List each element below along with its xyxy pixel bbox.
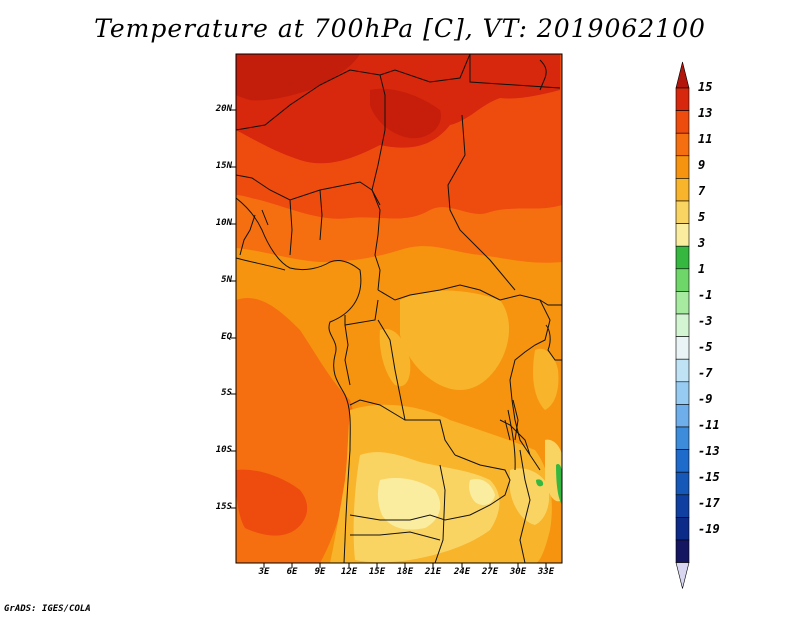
x-tick-label: 21E (424, 567, 442, 577)
colorbar-label: -3 (698, 314, 713, 328)
colorbar-label: -7 (698, 366, 713, 380)
colorbar-top-arrow (675, 61, 690, 89)
colorbar-swatch (675, 381, 690, 405)
x-tick-label: 27E (481, 567, 499, 577)
colorbar-label: -9 (698, 392, 713, 406)
y-tick-label: 20N (215, 104, 232, 114)
colorbar-swatch (675, 471, 690, 496)
y-tick-label: 15N (215, 161, 232, 171)
colorbar-swatch (675, 132, 690, 157)
x-tick-label: 3E (258, 567, 270, 577)
colorbar-label: -1 (698, 288, 713, 302)
colorbar-label: -13 (698, 444, 720, 458)
colorbar-swatch (675, 404, 690, 428)
colorbar-label: 11 (698, 132, 713, 146)
colorbar-swatch (675, 517, 690, 541)
colorbar-label: 13 (698, 106, 713, 120)
colorbar-label: 9 (698, 158, 706, 172)
country-borders (236, 54, 562, 563)
colorbar-swatch (675, 539, 690, 563)
colorbar-swatch (675, 155, 690, 179)
y-axis-ticks (231, 109, 236, 509)
x-tick-label: 30E (509, 567, 527, 577)
colorbar-swatch (675, 110, 690, 134)
colorbar (675, 61, 690, 589)
x-tick-label: 12E (340, 567, 358, 577)
y-tick-label: 10N (215, 218, 232, 228)
colorbar-swatch (675, 245, 690, 270)
colorbar-bottom-arrow (675, 562, 690, 589)
x-tick-label: 15E (368, 567, 386, 577)
x-axis-ticks (263, 563, 547, 568)
colorbar-label: -5 (698, 340, 713, 354)
colorbar-swatch (675, 358, 690, 383)
colorbar-swatch (675, 268, 690, 292)
colorbar-swatch (675, 336, 690, 360)
colorbar-swatch (675, 200, 690, 224)
y-tick-label: 15S (215, 502, 232, 512)
colorbar-label: 1 (698, 262, 706, 276)
colorbar-swatch (675, 494, 690, 518)
colorbar-swatch (675, 178, 690, 202)
colorbar-label: 15 (698, 80, 713, 94)
colorbar-swatch (675, 291, 690, 315)
x-tick-label: 18E (396, 567, 414, 577)
temperature-field (236, 54, 562, 563)
y-tick-label: 5N (221, 275, 232, 285)
x-tick-label: 9E (314, 567, 326, 577)
colorbar-label: -11 (698, 418, 720, 432)
colorbar-swatch (675, 223, 690, 247)
grads-credit: GrADS: IGES/COLA (4, 604, 91, 614)
colorbar-label: -15 (698, 470, 720, 484)
colorbar-label: -17 (698, 496, 720, 510)
map-title: Temperature at 700hPa [C], VT: 201906210… (94, 14, 706, 43)
colorbar-swatch (675, 449, 690, 473)
colorbar-swatch (675, 426, 690, 450)
y-tick-label: 5S (221, 388, 232, 398)
y-tick-label: EQ (221, 332, 232, 342)
colorbar-swatch (675, 87, 690, 111)
x-tick-label: 24E (453, 567, 471, 577)
y-tick-label: 10S (215, 445, 232, 455)
colorbar-swatch (675, 313, 690, 337)
x-tick-label: 6E (286, 567, 298, 577)
colorbar-label: 7 (698, 184, 706, 198)
x-tick-label: 33E (537, 567, 555, 577)
colorbar-label: 5 (698, 210, 706, 224)
map-frame (235, 53, 563, 564)
colorbar-label: 3 (698, 236, 706, 250)
colorbar-label: -19 (698, 522, 720, 536)
